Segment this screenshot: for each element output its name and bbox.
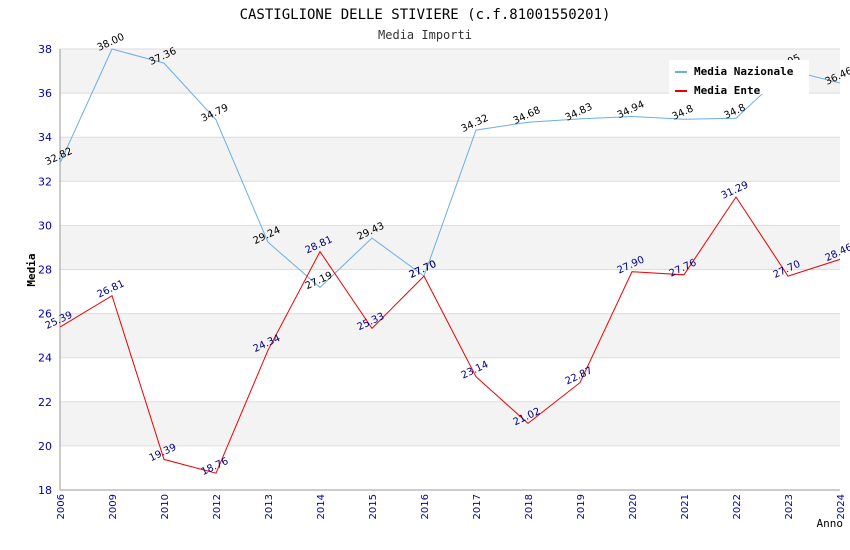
y-tick-label: 24 bbox=[38, 352, 52, 365]
x-tick-label: 2019 bbox=[576, 494, 587, 519]
x-tick-label: 2024 bbox=[836, 494, 847, 519]
x-tick-label: 2006 bbox=[56, 494, 67, 519]
x-tick-label: 2016 bbox=[420, 494, 431, 519]
y-tick-label: 32 bbox=[38, 175, 52, 188]
data-label-nazionale: 34.79 bbox=[200, 102, 231, 124]
y-tick-label: 30 bbox=[38, 219, 52, 232]
x-tick-label: 2023 bbox=[784, 494, 795, 519]
y-tick-label: 38 bbox=[38, 43, 52, 56]
x-axis-label: Anno bbox=[817, 517, 844, 530]
x-tick-label: 2017 bbox=[472, 494, 483, 519]
data-label-ente: 22.87 bbox=[564, 365, 595, 387]
y-tick-label: 34 bbox=[38, 131, 52, 144]
data-label-nazionale: 34.83 bbox=[564, 102, 595, 124]
x-tick-label: 2020 bbox=[628, 494, 639, 519]
plot-band bbox=[60, 137, 840, 182]
y-tick-label: 20 bbox=[38, 440, 52, 453]
y-axis-label: Media bbox=[25, 253, 38, 286]
chart-title: CASTIGLIONE DELLE STIVIERE (c.f.81001550… bbox=[240, 7, 611, 23]
legend-label-nazionale: Media Nazionale bbox=[694, 65, 794, 78]
series-line-media-ente bbox=[59, 196, 841, 474]
x-tick-label: 2012 bbox=[212, 494, 223, 519]
plot-band bbox=[60, 225, 840, 270]
x-tick-label: 2022 bbox=[732, 494, 743, 519]
x-tick-label: 2009 bbox=[108, 494, 119, 519]
data-label-nazionale: 34.8 bbox=[723, 102, 748, 121]
x-tick-label: 2021 bbox=[680, 494, 691, 519]
data-label-ente: 26.81 bbox=[96, 278, 127, 300]
legend: Media Nazionale Media Ente bbox=[669, 60, 809, 97]
data-label-nazionale: 34.68 bbox=[512, 105, 543, 127]
x-tick-label: 2014 bbox=[316, 494, 327, 519]
chart-subtitle: Media Importi bbox=[378, 28, 472, 42]
data-label-nazionale: 34.8 bbox=[671, 103, 696, 122]
y-tick-label: 18 bbox=[38, 484, 52, 497]
x-tick-label: 2015 bbox=[368, 494, 379, 519]
y-tick-label: 26 bbox=[38, 308, 52, 321]
axes bbox=[59, 49, 840, 491]
y-tick-label: 36 bbox=[38, 87, 52, 100]
legend-label-ente: Media Ente bbox=[694, 84, 761, 97]
y-tick-labels: 18 20 22 24 26 28 30 32 34 36 38 bbox=[38, 43, 52, 497]
y-tick-label: 28 bbox=[38, 264, 52, 277]
legend-box bbox=[669, 60, 809, 94]
data-label-ente: 23.14 bbox=[460, 359, 491, 381]
series-lines bbox=[59, 48, 841, 474]
y-tick-label: 22 bbox=[38, 396, 52, 409]
data-label-nazionale: 34.94 bbox=[616, 99, 647, 121]
x-tick-labels: 2006 2009 2010 2012 2013 2014 2015 2016 2017 2018… bbox=[56, 494, 847, 519]
plot-band bbox=[60, 401, 840, 446]
plot-band bbox=[60, 313, 840, 358]
series-line-media-nazionale bbox=[59, 48, 841, 289]
x-tick-label: 2018 bbox=[524, 494, 535, 519]
data-label-ente: 18.76 bbox=[200, 456, 231, 478]
plot-background bbox=[60, 49, 840, 446]
x-tick-label: 2010 bbox=[160, 494, 171, 519]
x-tick-label: 2013 bbox=[264, 494, 275, 519]
